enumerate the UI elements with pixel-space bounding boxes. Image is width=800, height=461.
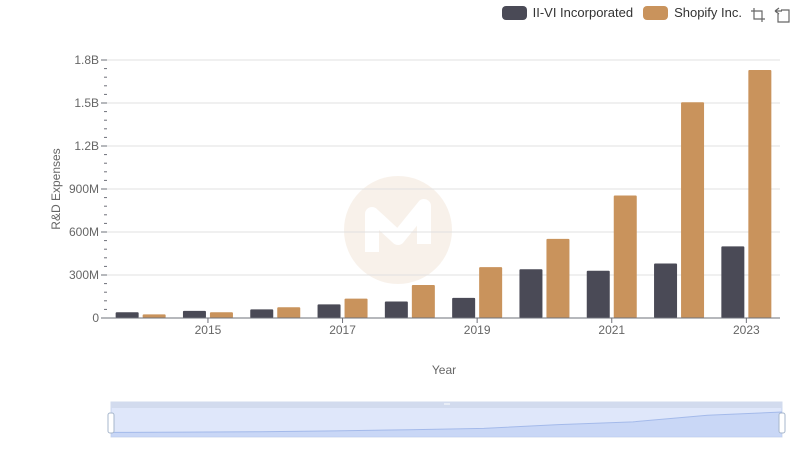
legend-swatch-shopify (643, 5, 669, 20)
x-tick-label: 2019 (464, 323, 491, 337)
y-tick-label: 300M (69, 268, 99, 282)
chart-legend: II-VI Incorporated Shopify Inc. (501, 5, 742, 20)
bar-ii-vi-2019[interactable] (452, 297, 476, 318)
x-tick-label: 2015 (195, 323, 222, 337)
bar-shopify-2016[interactable] (277, 307, 301, 318)
bar-ii-vi-2022[interactable] (654, 263, 678, 318)
y-tick-label: 1.8B (74, 53, 99, 67)
y-axis: 0 300M 600M 900M 1.2B 1.5B 1.8B (69, 53, 107, 325)
data-zoom-slider[interactable] (107, 401, 786, 438)
zoom-move-handle[interactable] (111, 402, 782, 408)
legend-label-ii-vi: II-VI Incorporated (532, 5, 634, 20)
bar-ii-vi-2015[interactable] (182, 310, 206, 318)
bar-shopify-2014[interactable] (142, 314, 166, 318)
bar-shopify-2015[interactable] (209, 312, 233, 318)
zoom-handle-left[interactable] (107, 412, 115, 434)
bar-ii-vi-2018[interactable] (384, 301, 408, 318)
bar-ii-vi-2023[interactable] (721, 246, 745, 318)
y-axis-title: R&D Expenses (49, 148, 63, 229)
y-tick-label: 1.2B (74, 139, 99, 153)
x-tick-label: 2017 (329, 323, 356, 337)
bar-ii-vi-2020[interactable] (519, 269, 543, 318)
x-axis-title: Year (432, 363, 456, 377)
bar-shopify-2019[interactable] (479, 267, 503, 318)
legend-swatch-ii-vi (501, 5, 527, 20)
y-tick-label: 900M (69, 182, 99, 196)
bars (115, 70, 772, 319)
x-tick-label: 2023 (733, 323, 760, 337)
bar-shopify-2020[interactable] (546, 238, 570, 318)
watermark-logo (344, 176, 452, 284)
x-axis: 2015 2017 2019 2021 2023 (107, 317, 780, 337)
legend-label-shopify: Shopify Inc. (674, 5, 742, 20)
y-tick-label: 0 (92, 311, 99, 325)
bar-shopify-2021[interactable] (613, 195, 637, 318)
bar-ii-vi-2014[interactable] (115, 312, 139, 318)
bar-ii-vi-2016[interactable] (250, 309, 274, 318)
zoom-handle-right[interactable] (778, 412, 786, 434)
zoom-select-icon[interactable] (750, 7, 766, 23)
legend-item-shopify[interactable]: Shopify Inc. (643, 5, 742, 20)
x-tick-label: 2021 (598, 323, 625, 337)
zoom-preview-line (110, 411, 783, 433)
bar-shopify-2018[interactable] (411, 285, 435, 318)
bar-shopify-2023[interactable] (748, 70, 772, 319)
bar-ii-vi-2017[interactable] (317, 304, 341, 318)
zoom-reset-icon[interactable] (774, 7, 790, 23)
legend-item-ii-vi[interactable]: II-VI Incorporated (501, 5, 634, 20)
y-tick-label: 600M (69, 225, 99, 239)
chart-toolbar (750, 7, 790, 23)
bar-ii-vi-2021[interactable] (586, 270, 610, 318)
y-tick-label: 1.5B (74, 96, 99, 110)
zoom-selection[interactable] (111, 408, 782, 437)
bar-shopify-2017[interactable] (344, 298, 368, 318)
bar-shopify-2022[interactable] (681, 102, 705, 319)
zoom-preview-area (111, 412, 782, 437)
